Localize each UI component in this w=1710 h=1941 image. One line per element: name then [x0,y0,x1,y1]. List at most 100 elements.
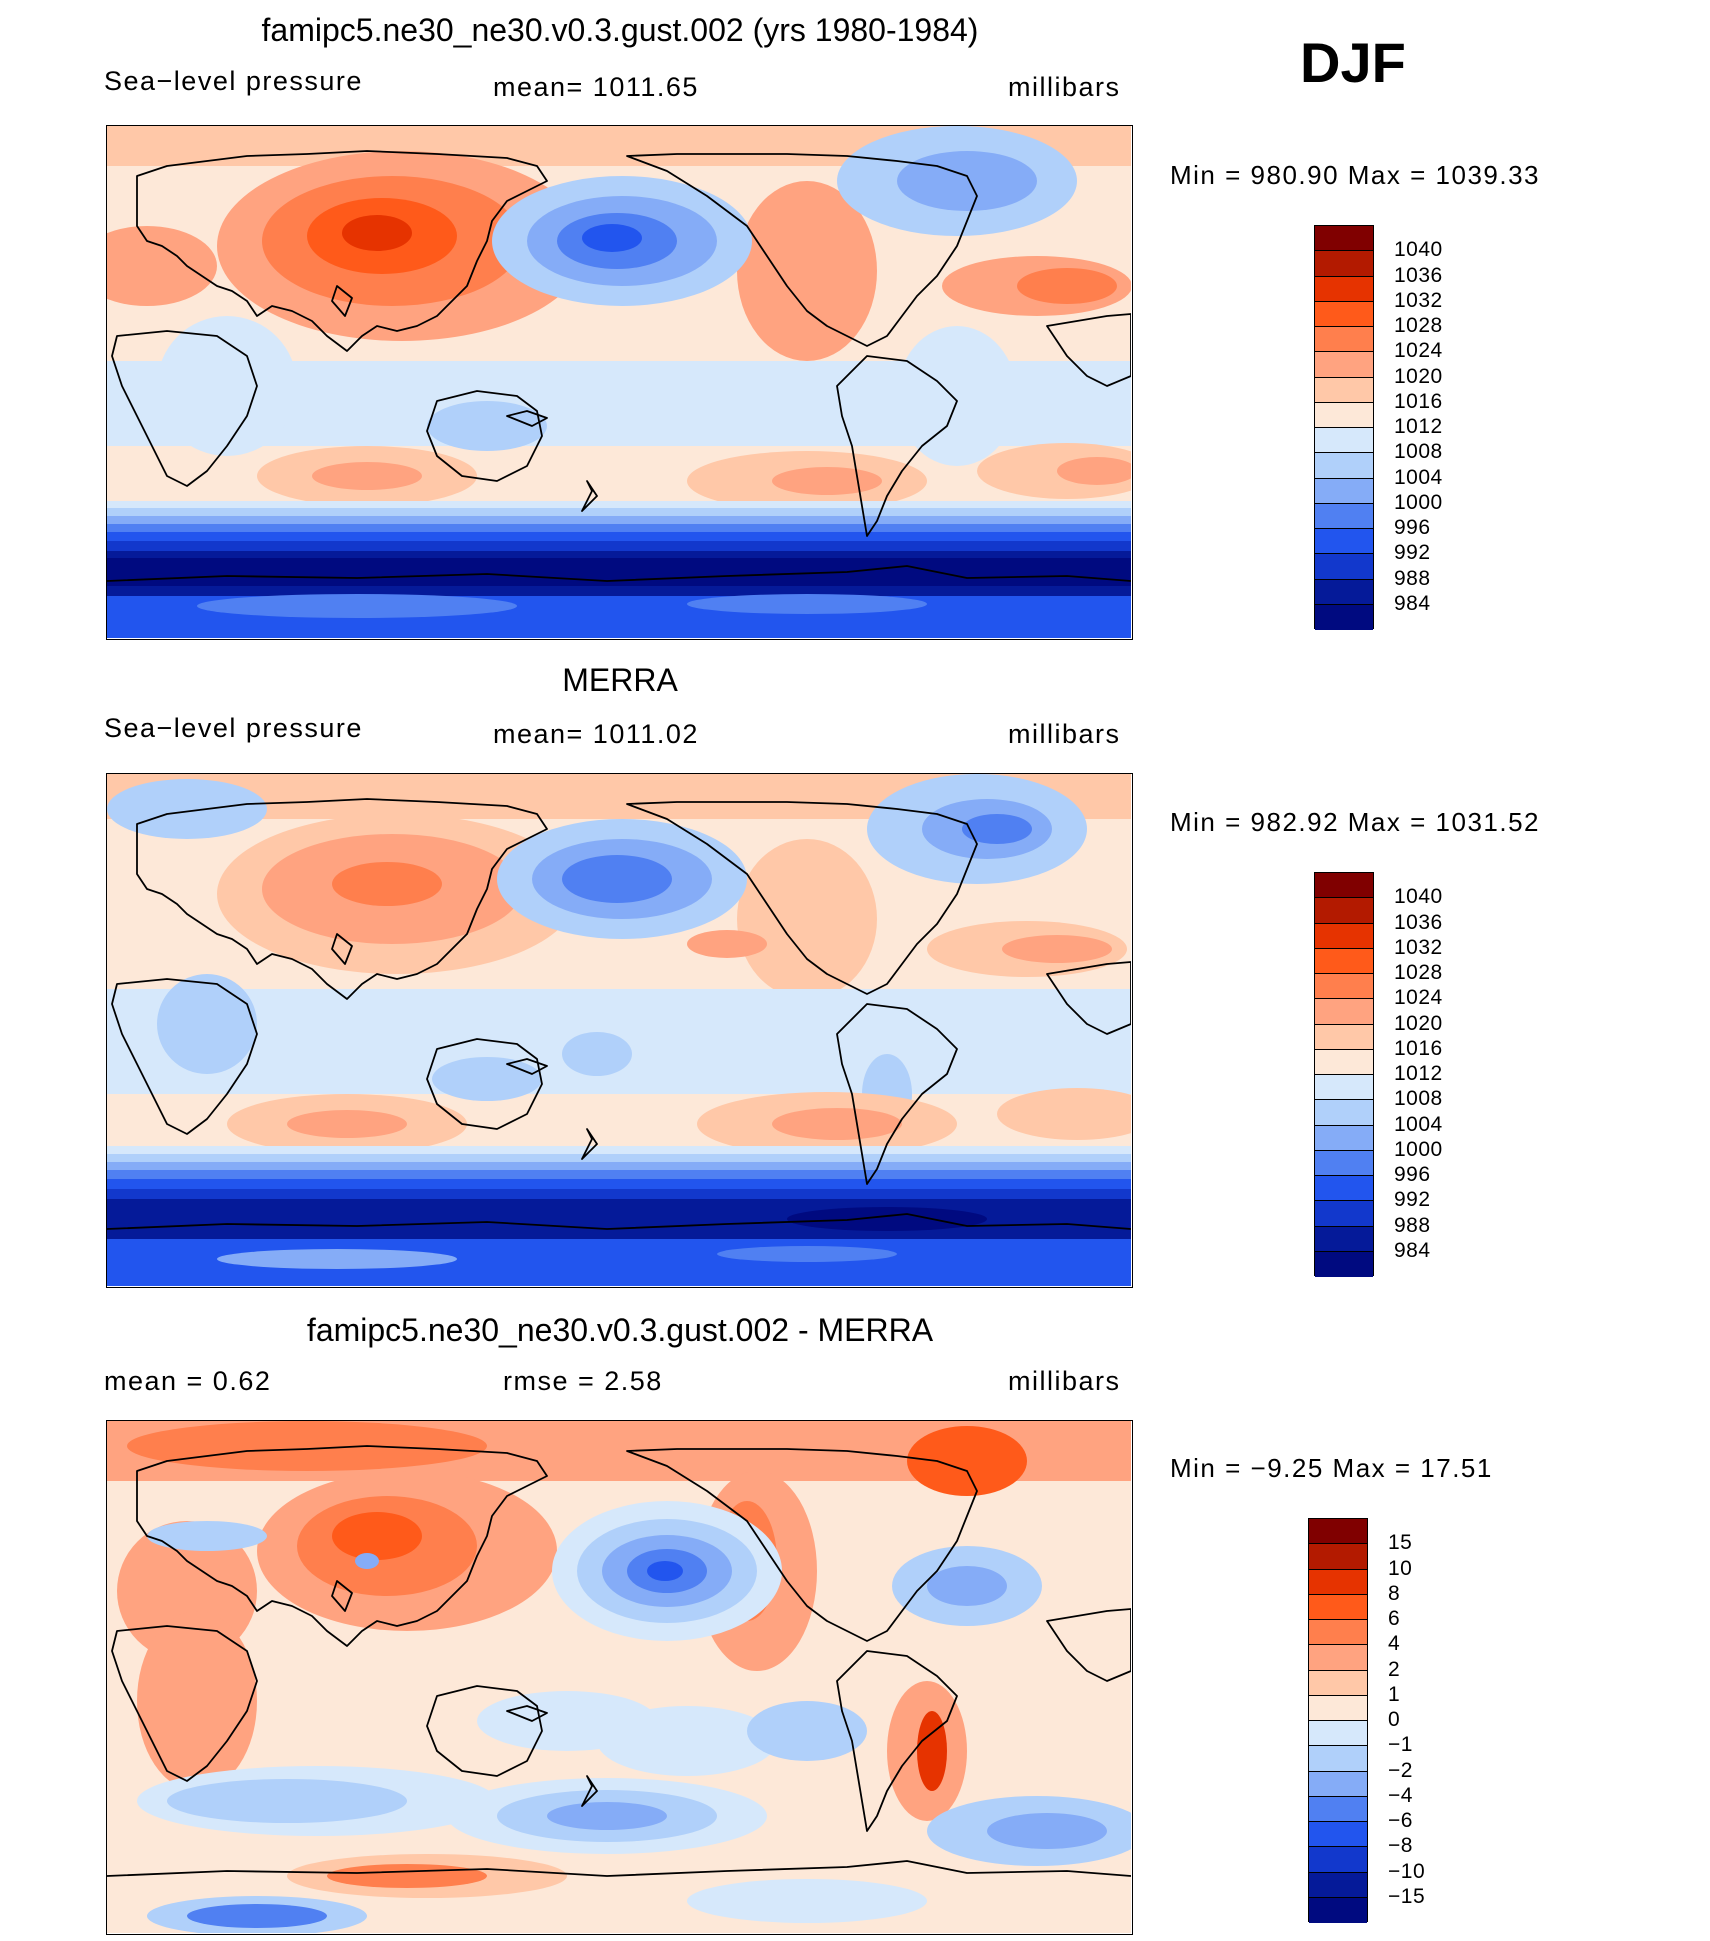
colorbar-swatch [1315,923,1373,949]
colorbar-swatch [1315,1024,1373,1050]
panel-obs-minmax: Min = 982.92 Max = 1031.52 [1170,807,1541,837]
colorbar-swatch [1309,1695,1367,1721]
colorbar-tick-label: 1004 [1394,465,1443,489]
colorbar-swatch [1315,301,1373,327]
colorbar-tick-label: 1040 [1394,885,1443,909]
colorbar-swatch [1315,579,1373,605]
colorbar-tick-label: 1008 [1394,440,1443,464]
colorbar-swatch [1315,999,1373,1025]
colorbar-swatch [1315,1049,1373,1075]
colorbar-tick-label: 10 [1388,1556,1413,1580]
colorbar-swatch [1315,503,1373,529]
colorbar-tick-label: 1024 [1394,339,1443,363]
colorbar-tick-label: 2 [1388,1657,1401,1681]
colorbar-tick-label: −1 [1388,1733,1413,1757]
colorbar-tick-label: 1020 [1394,364,1443,388]
colorbar-tick-label: 1036 [1394,910,1443,934]
colorbar-swatch [1315,1125,1373,1151]
colorbar-swatch [1315,377,1373,403]
panel-model-minmax: Min = 980.90 Max = 1039.33 [1170,160,1541,190]
colorbar-swatch [1315,1201,1373,1227]
colorbar-swatch [1315,873,1373,899]
colorbar-tick-label: 992 [1394,1188,1431,1212]
colorbar-swatch [1315,478,1373,504]
colorbar-tick-label: 1040 [1394,238,1443,262]
panel-diff-rmse-label: rmse = 2.58 [503,1366,663,1396]
colorbar-tick-label: −10 [1388,1859,1426,1883]
colorbar-swatch [1315,251,1373,277]
colorbar-tick-label: 8 [1388,1581,1401,1605]
colorbar-swatch [1309,1897,1367,1923]
panel-obs-variable-label: Sea−level pressure [104,713,363,743]
panel-diff-colorbar-cells [1308,1518,1368,1923]
colorbar-tick-label: 1000 [1394,490,1443,514]
colorbar-tick-label: 1012 [1394,415,1443,438]
panel-obs-units-label: millibars [1008,719,1121,749]
colorbar-swatch [1315,327,1373,353]
panel-obs-mean-label: mean= 1011.02 [493,719,699,749]
panel-diff-title: famipc5.ne30_ne30.v0.3.gust.002 - MERRA [306,1312,934,1348]
colorbar-tick-label: 992 [1394,541,1431,565]
colorbar-swatch [1315,898,1373,924]
panel-obs-title: MERRA [562,662,678,698]
colorbar-swatch [1309,1847,1367,1873]
panel-diff-minmax: Min = −9.25 Max = 17.51 [1170,1453,1493,1483]
colorbar-tick-label: 4 [1388,1632,1401,1656]
colorbar-tick-label: −6 [1388,1809,1413,1832]
colorbar-swatch [1315,402,1373,428]
colorbar-tick-label: 1016 [1394,389,1443,413]
colorbar-swatch [1309,1544,1367,1570]
colorbar-swatch [1315,1176,1373,1202]
colorbar-tick-label: 1032 [1394,935,1443,959]
colorbar-swatch [1309,1872,1367,1898]
colorbar-swatch [1315,1150,1373,1176]
colorbar-tick-label: 996 [1394,1163,1431,1186]
colorbar-tick-label: 984 [1394,591,1431,615]
colorbar-tick-label: −15 [1388,1884,1426,1908]
colorbar-tick-label: 1020 [1394,1011,1443,1035]
panel-obs-colorbar-cells [1314,872,1374,1277]
colorbar-tick-label: 15 [1388,1531,1413,1555]
colorbar-swatch [1315,1075,1373,1101]
colorbar-tick-label: 1000 [1394,1137,1443,1161]
colorbar-swatch [1315,453,1373,479]
colorbar-swatch [1309,1670,1367,1696]
colorbar-tick-label: 1016 [1394,1036,1443,1060]
season-label: DJF [1300,31,1406,94]
panel-diff-units-label: millibars [1008,1366,1121,1396]
colorbar-tick-label: 1028 [1394,961,1443,984]
colorbar-tick-label: 0 [1388,1708,1401,1731]
colorbar-swatch [1309,1796,1367,1822]
colorbar-swatch [1309,1822,1367,1848]
panel-diff-map [106,1420,1133,1935]
colorbar-swatch [1309,1721,1367,1747]
colorbar-tick-label: 6 [1388,1607,1401,1630]
colorbar-swatch [1315,226,1373,252]
colorbar-swatch [1315,276,1373,302]
colorbar-swatch [1315,948,1373,974]
panel-model-units-label: millibars [1008,72,1121,102]
colorbar-tick-label: 984 [1394,1238,1431,1262]
colorbar-tick-label: 996 [1394,516,1431,539]
colorbar-swatch [1315,529,1373,555]
colorbar-swatch [1309,1645,1367,1671]
colorbar-swatch [1309,1620,1367,1646]
panel-model-mean-label: mean= 1011.65 [493,72,699,102]
colorbar-swatch [1315,974,1373,1000]
colorbar-swatch [1315,428,1373,454]
colorbar-swatch [1315,1100,1373,1126]
colorbar-tick-label: 988 [1394,566,1431,590]
colorbar-tick-label: −2 [1388,1758,1413,1782]
colorbar-tick-label: 1032 [1394,288,1443,312]
colorbar-swatch [1315,604,1373,630]
colorbar-tick-label: 1004 [1394,1112,1443,1136]
colorbar-tick-label: 1036 [1394,263,1443,287]
panel-obs-map [106,773,1133,1288]
panel-diff-mean-label: mean = 0.62 [104,1366,272,1396]
colorbar-swatch [1309,1594,1367,1620]
colorbar-tick-label: 1 [1388,1682,1401,1706]
panel-model-title: famipc5.ne30_ne30.v0.3.gust.002 (yrs 198… [261,12,979,48]
panel-model-colorbar-cells [1314,225,1374,630]
colorbar-swatch [1309,1746,1367,1772]
colorbar-swatch [1309,1771,1367,1797]
